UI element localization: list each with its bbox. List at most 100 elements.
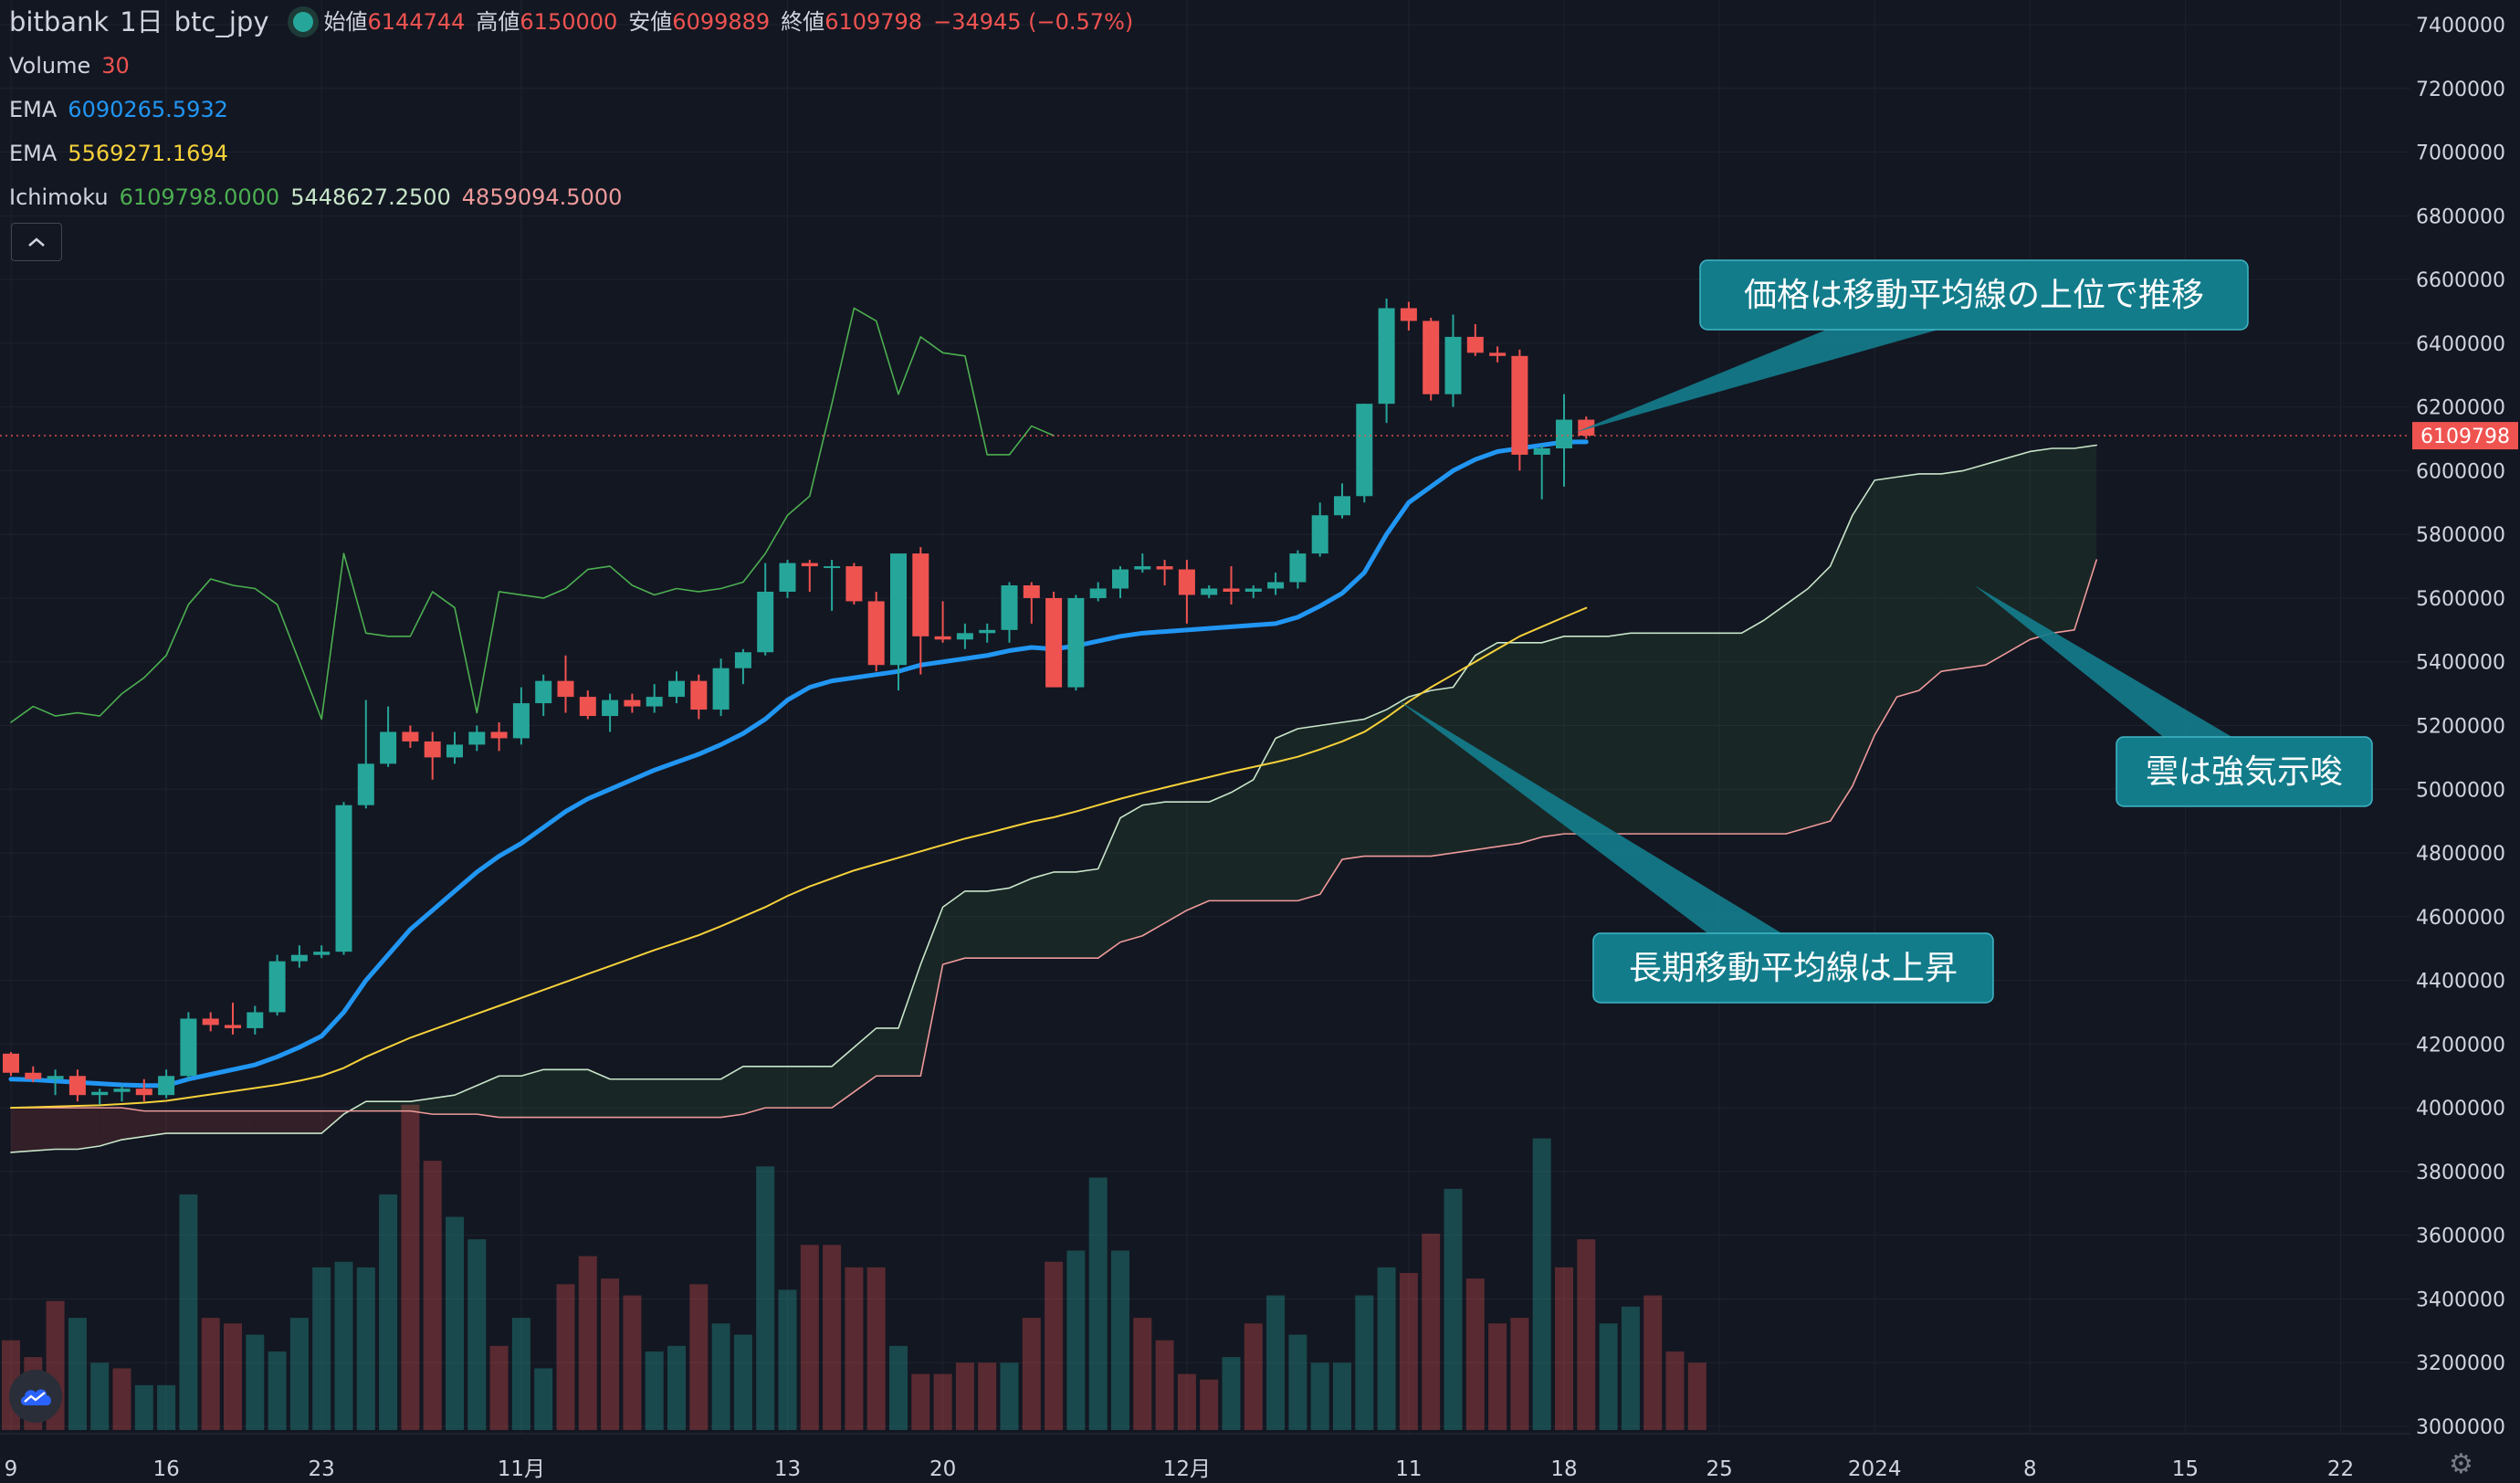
candle [1533,445,1550,500]
cloud-segment [410,1098,433,1115]
candlestick-series [3,299,1595,1105]
candle-body [979,629,996,634]
candle [579,690,596,720]
volume-bar [689,1284,709,1430]
cloud-segment [1386,697,1409,857]
volume-bar [401,1104,420,1430]
tradingview-logo[interactable] [9,1370,62,1423]
collapse-legend-button[interactable]: ^ [11,223,62,261]
candle-body [734,652,751,668]
y-tick-label: 6200000 [2416,397,2505,420]
annotation-callout: 雲は強気示唆 [1974,585,2373,807]
cloud-segment [2052,447,2074,634]
ichimoku-value-3: 4859094.5000 [461,184,623,210]
candle-body [290,954,308,962]
cloud-segment [1564,636,1587,835]
candle-body [47,1076,64,1079]
volume-bar [601,1278,620,1430]
cloud-segment [55,1108,78,1150]
cloud-segment [587,1069,611,1118]
candle-body [1466,336,1484,353]
x-tick-label: 16 [152,1457,179,1481]
y-tick-label: 4600000 [2416,907,2505,930]
high-label: 高値 [476,9,520,35]
candle-body [1334,496,1350,516]
price-axis[interactable]: 7400000 7200000 7000000 6800000 6600000 64000… [2416,15,2505,1439]
candle [801,560,818,592]
cloud-segment [787,1066,810,1109]
cloud-segment [1630,633,1654,835]
cloud-segment [1342,719,1365,860]
close-value: 6109798 [824,9,923,35]
candle-body [1423,321,1440,394]
cloud-segment [942,890,965,965]
volume-bar [201,1318,220,1430]
settings-gear-icon[interactable]: ⚙ [2449,1448,2473,1480]
volume-bar [1000,1362,1019,1430]
x-tick-label: 8 [2023,1457,2037,1481]
candle [335,802,352,955]
interval-label[interactable]: 1日 [120,6,163,37]
candle-body [268,961,286,1013]
volume-bar [446,1216,464,1430]
volume-bar [289,1318,309,1430]
y-tick-label: 7200000 [2416,79,2505,101]
candle-body [1511,355,1528,455]
volume-bar [1333,1362,1351,1430]
x-tick-label: 18 [1550,1457,1577,1481]
cloud-segment [277,1110,299,1134]
cloud-segment [365,1101,389,1111]
y-tick-label: 6000000 [2416,460,2505,483]
annotation-callout: 価格は移動平均線の上位で推移 [1575,259,2249,433]
time-axis[interactable]: 9 16 23 11月 13 20 12月 11 18 25 2024 8 15 22 [0,1433,2410,1481]
y-tick-label: 4000000 [2416,1098,2505,1120]
candle [1134,553,1151,573]
cloud-segment [1497,642,1520,847]
candle [890,553,907,691]
exchange-name[interactable]: bitbank [9,6,110,37]
volume-bar [823,1245,842,1430]
candle-body [3,1053,19,1073]
chart-legend: bitbank 1日 btc_jpy 始値 6144744 高値 6150000 安… [9,0,1144,219]
cloud-segment [1431,687,1454,857]
candle [1267,573,1285,595]
volume-bar [1022,1318,1041,1430]
cloud-segment [2074,445,2097,630]
cloud-segment [1164,802,1187,923]
legend-ichimoku[interactable]: Ichimoku 6109798.0000 5448627.2500 48590… [9,175,1144,219]
volume-histogram [2,1104,1706,1430]
candle [867,591,885,672]
candle-body [446,744,463,758]
candle-body [180,1018,197,1077]
cloud-segment [1675,633,1697,835]
span-b-line [10,559,2097,1119]
candle-body [1400,308,1417,321]
symbol-label[interactable]: btc_jpy [173,6,269,37]
cloud-segment [964,890,988,959]
volume-bar [334,1261,353,1430]
ema-fast-line [8,439,1589,1089]
candle-body [845,566,863,602]
candle [135,1078,152,1102]
cloud-segment [1453,655,1475,854]
candle-body [1356,404,1373,497]
change-value: −34945 (−0.57%) [933,9,1134,35]
callout-text: 長期移動平均線は上昇 [1629,950,1958,987]
candle [757,563,774,656]
candle [1023,582,1040,624]
candle [290,945,308,968]
cloud-segment [233,1110,256,1134]
legend-ema-fast[interactable]: EMA 6090265.5932 [9,88,1144,131]
candle-body [624,699,641,707]
candle-body [1001,585,1018,630]
volume-bar [1177,1373,1196,1430]
legend-ema-slow[interactable]: EMA 5569271.1694 [9,131,1144,175]
candle [1334,483,1350,519]
candle [646,684,663,713]
candle [25,1066,42,1083]
volume-bar [933,1373,952,1430]
volume-bar [1133,1318,1152,1430]
legend-volume[interactable]: Volume 30 [9,44,1144,88]
candle [779,560,796,598]
